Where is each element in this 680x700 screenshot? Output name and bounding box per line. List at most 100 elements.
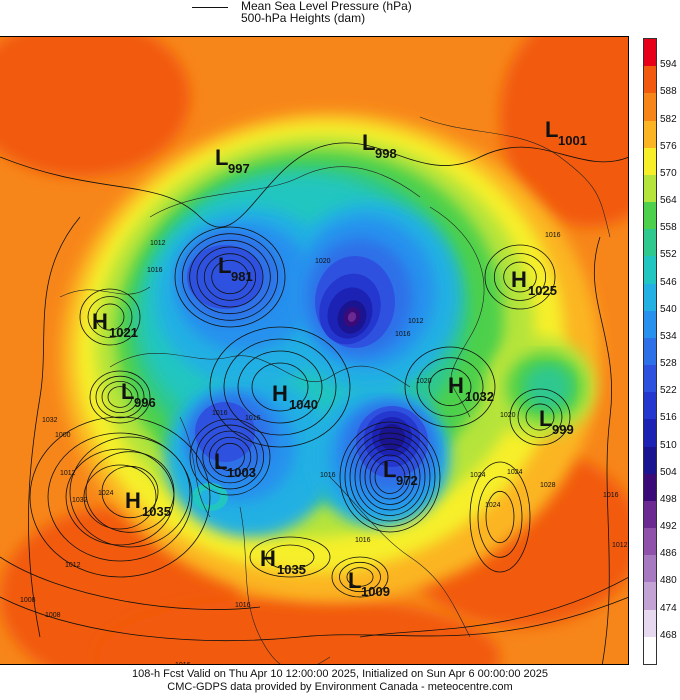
isobar-value-label: 1016	[175, 662, 191, 665]
center-pressure-value: 981	[231, 269, 253, 284]
colorbar-tick-label: 486	[660, 548, 677, 560]
weather-map-canvas: 1016 1016 1012 1008 1008 1012 1016 1020 1024 1028…	[0, 37, 628, 665]
center-type-letter: H	[272, 381, 288, 406]
isobar-value-label: 1016	[245, 415, 261, 422]
colorbar-tick-label: 588	[660, 86, 677, 98]
isobar-value-label: 1016	[320, 472, 336, 479]
colorbar-tick-label: 492	[660, 521, 677, 533]
center-pressure-value: 1035	[142, 504, 171, 519]
height-fill-layer	[0, 37, 628, 664]
forecast-valid-text: 108-h Fcst Valid on Thu Apr 10 12:00:00 …	[131, 668, 549, 680]
colorbar-swatch-582	[644, 93, 656, 122]
isobar-value-label: 1032	[42, 417, 58, 424]
low-pressure-center: L 1001	[545, 117, 587, 148]
center-pressure-value: 1035	[277, 562, 306, 577]
colorbar-tick-label: 480	[660, 575, 677, 587]
isobar-value-label: 1012	[65, 562, 81, 569]
isobar-value-label: 1000	[55, 432, 71, 439]
colorbar-tick-label: 510	[660, 439, 677, 451]
isobar-layer	[0, 142, 628, 664]
low-pressure-center: L 999	[539, 406, 574, 437]
center-type-letter: L	[215, 145, 228, 170]
colorbar-swatch-474	[644, 582, 656, 611]
colorbar-swatch-546	[644, 256, 656, 285]
center-pressure-value: 996	[134, 395, 156, 410]
isobar-value-label: 1032	[72, 497, 88, 504]
colorbar-tick-label: 534	[660, 330, 677, 342]
map-footer: 108-h Fcst Valid on Thu Apr 10 12:00:00 …	[0, 668, 680, 694]
low-pressure-center: L1013	[283, 664, 325, 665]
colorbar-swatch-504	[644, 446, 656, 475]
colorbar-swatch-498	[644, 473, 656, 502]
low-pressure-center: L 981	[218, 253, 253, 284]
center-pressure-value: 1001	[558, 133, 587, 148]
colorbar-tick-label: 516	[660, 412, 677, 424]
center-pressure-value: 1025	[528, 283, 557, 298]
colorbar-tick-label: 528	[660, 358, 677, 370]
high-pressure-center: H 1040	[272, 381, 318, 412]
isobar-value-label: 1020	[416, 378, 432, 385]
colorbar-tick-label: 570	[660, 167, 677, 179]
coastline-layer	[59, 116, 611, 664]
isobar-line-symbol	[192, 7, 228, 8]
colorbar-swatch-480	[644, 555, 656, 583]
isobar-value-label: 1016	[235, 602, 251, 609]
high-pressure-center: H 1025	[511, 267, 557, 298]
high-pressure-center: H 1035	[260, 546, 306, 577]
low-pressure-center: L 1009	[348, 568, 390, 599]
legend-heights-label: 500-hPa Heights (dam)	[241, 11, 366, 25]
colorbar-swatch-588	[644, 66, 656, 94]
height-colorbar	[643, 38, 657, 665]
colorbar-swatch-510	[644, 419, 656, 448]
isobar-value-label: 1024	[470, 472, 486, 479]
isobar-value-label: 1028	[540, 482, 556, 489]
colorbar-tick-label: 468	[660, 629, 677, 641]
center-type-letter: L	[121, 379, 134, 404]
isobar-value-label: 1016	[212, 410, 228, 417]
colorbar-swatch-468	[644, 609, 656, 638]
low-pressure-center: L 998	[362, 130, 397, 161]
center-type-letter: H	[511, 267, 527, 292]
isobar-value-label: 1016	[603, 492, 619, 499]
isobar-value-label: 1020	[315, 258, 331, 265]
center-pressure-value: 1003	[227, 465, 256, 480]
colorbar-tick-label: 576	[660, 140, 677, 152]
isobar-value-label: 1020	[500, 412, 516, 419]
isobar-value-label: 1012	[408, 318, 424, 325]
center-type-letter: L	[214, 449, 227, 474]
isobar-value-label: 1008	[20, 597, 36, 604]
center-pressure-value: 972	[396, 473, 418, 488]
center-type-letter: H	[125, 488, 141, 513]
center-type-letter: L	[283, 664, 296, 665]
isobar-value-label: 1012	[612, 542, 628, 549]
colorbar-swatch-576	[644, 120, 656, 149]
isobar-value-label: 1012	[150, 240, 166, 247]
colorbar-tick-label: 540	[660, 303, 677, 315]
isobar-value-label: 1024	[507, 469, 523, 476]
colorbar-tick-label: 522	[660, 385, 677, 397]
center-type-letter: H	[92, 309, 108, 334]
high-pressure-center: H 1021	[92, 309, 138, 340]
colorbar-swatch-552	[644, 229, 656, 257]
legend-mslp-label: Mean Sea Level Pressure (hPa)	[241, 0, 412, 13]
center-type-letter: L	[545, 117, 558, 142]
isobar-value-label: 1012	[60, 470, 76, 477]
colorbar-tick-label: 594	[660, 59, 677, 71]
colorbar-swatch-540	[644, 283, 656, 312]
center-type-letter: L	[348, 568, 361, 593]
colorbar-swatch-594	[644, 39, 656, 67]
center-type-letter: L	[362, 130, 375, 155]
colorbar-tick-label: 546	[660, 276, 677, 288]
isobar-value-label: 1016	[545, 232, 561, 239]
isobar-value-label: 1016	[395, 331, 411, 338]
center-pressure-value: 997	[228, 161, 250, 176]
center-pressure-value: 1021	[109, 325, 138, 340]
isobar-value-label: 1016	[355, 537, 371, 544]
colorbar-tick-label: 498	[660, 493, 677, 505]
colorbar-swatch-564	[644, 174, 656, 203]
colorbar-swatch-below	[644, 636, 656, 664]
colorbar-swatch-522	[644, 365, 656, 393]
colorbar-swatch-558	[644, 202, 656, 230]
data-credit-text: CMC-GDPS data provided by Environment Ca…	[167, 681, 513, 693]
colorbar-swatch-528	[644, 337, 656, 366]
